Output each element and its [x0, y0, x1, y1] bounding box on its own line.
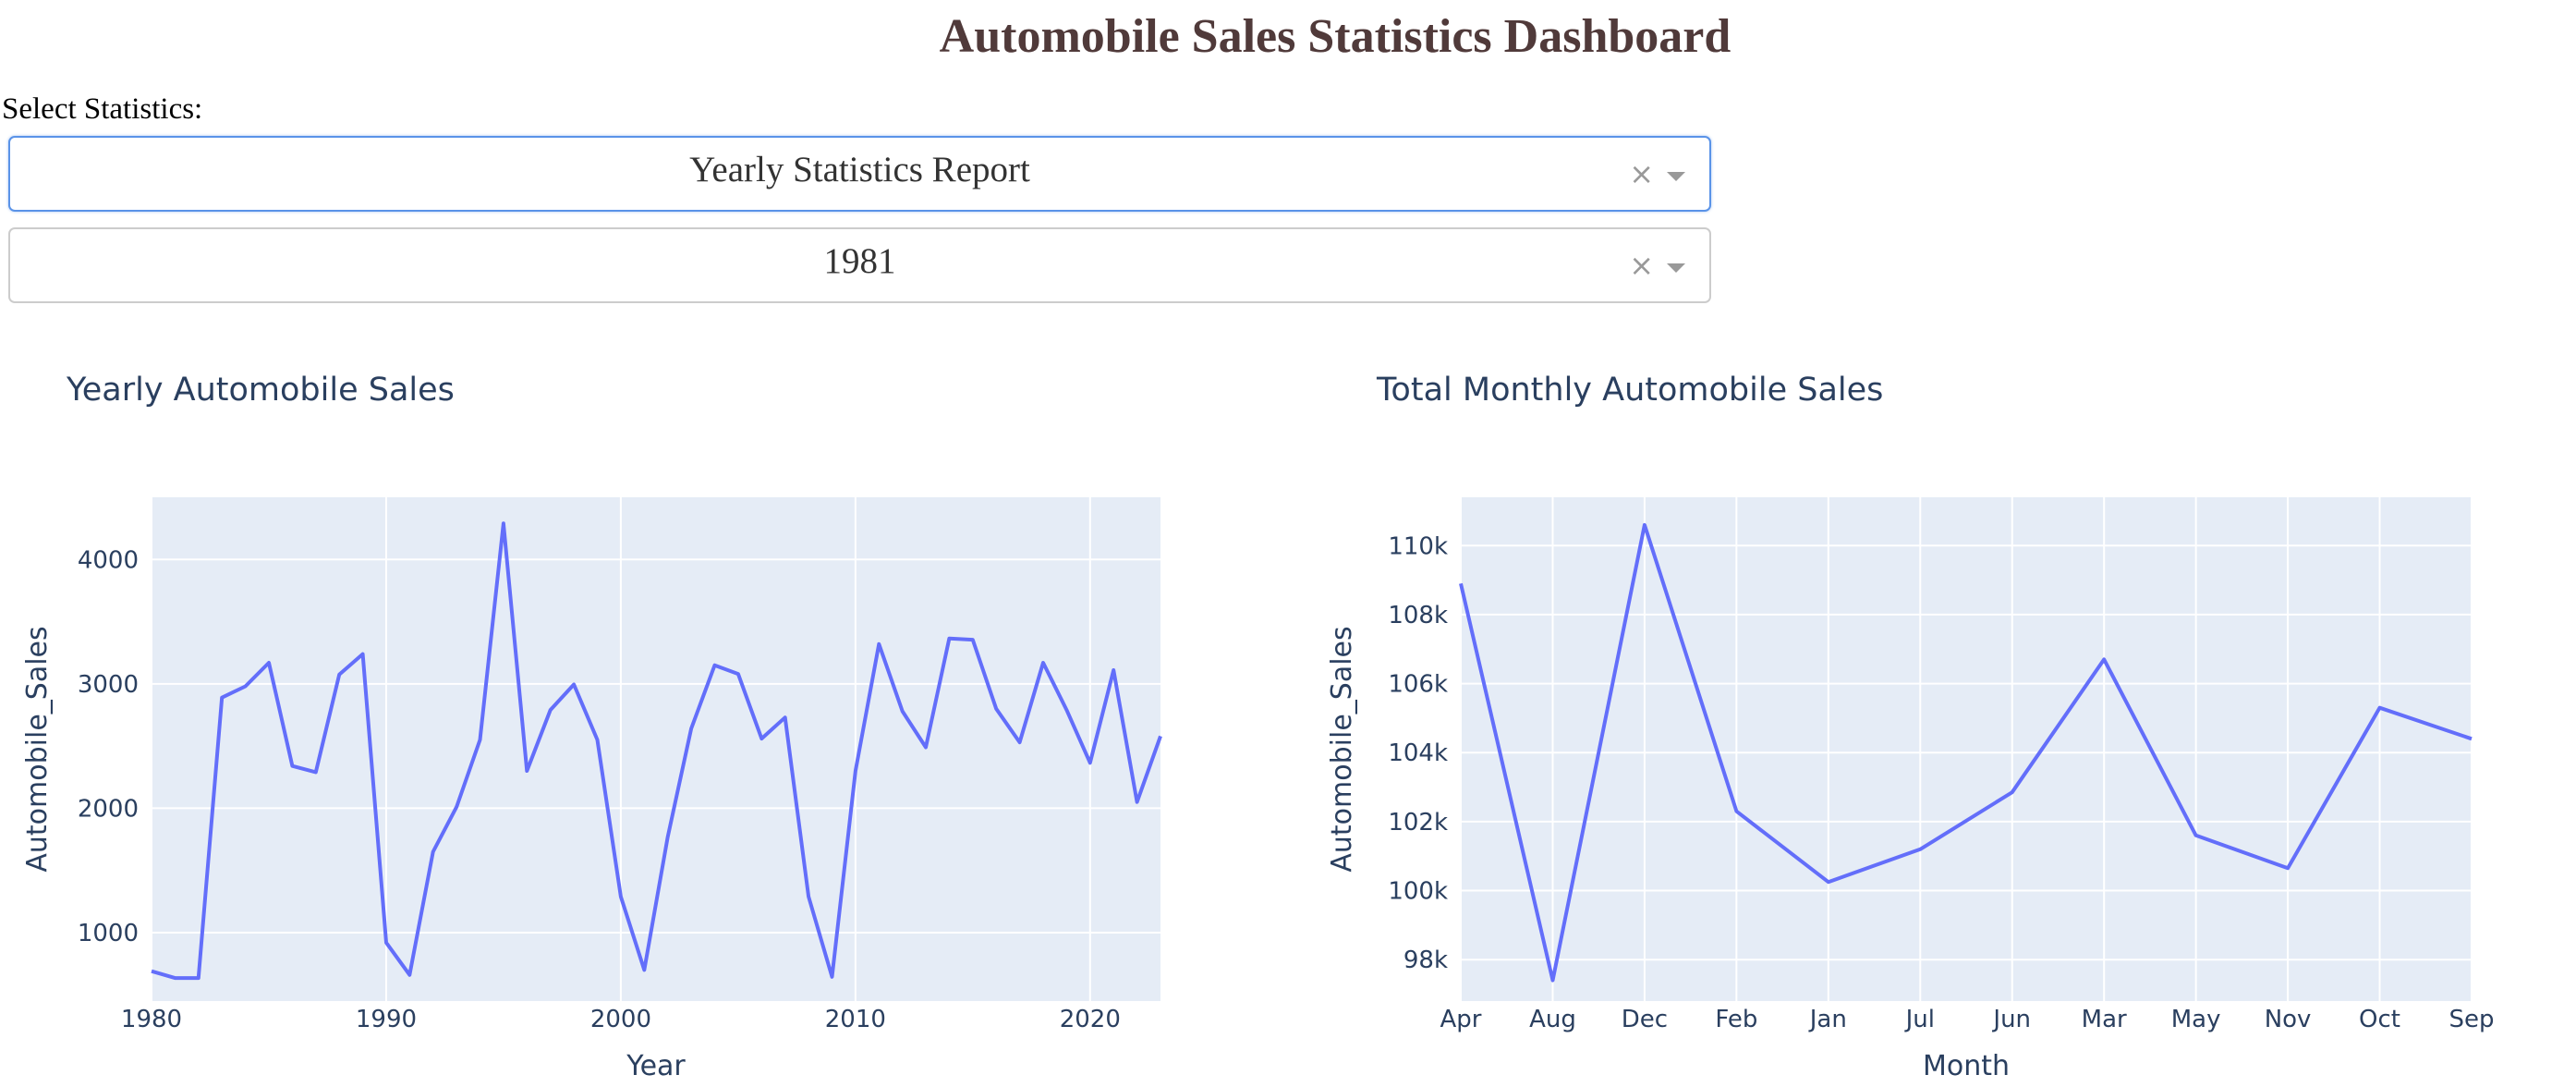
x-tick-label: Oct [2359, 1006, 2400, 1033]
x-tick-label: 1990 [356, 1006, 417, 1033]
x-tick-label: Mar [2082, 1006, 2127, 1033]
monthly-chart-title: Total Monthly Automobile Sales [1377, 372, 1884, 409]
series-line [151, 521, 1162, 981]
chevron-down-icon[interactable] [1667, 172, 1685, 181]
x-tick-label: Apr [1440, 1006, 1482, 1033]
y-tick-label: 108k [1388, 602, 1448, 629]
chevron-down-icon[interactable] [1667, 263, 1685, 273]
plot-background [152, 497, 1160, 1001]
y-tick-label: 98k [1403, 947, 1448, 974]
y-tick-label: 110k [1388, 532, 1448, 560]
yearly-sales-chart[interactable]: 1980 1990 2000 2010 2020 1000 2000 3000 4000 Year… [0, 462, 1229, 1087]
x-tick-label: Nov [2265, 1006, 2312, 1033]
x-tick-label: Jul [1904, 1006, 1935, 1033]
x-tick-label: 2020 [1060, 1006, 1121, 1033]
x-tick-label: May [2171, 1006, 2221, 1033]
year-value: 1981 [823, 241, 896, 281]
monthly-sales-chart[interactable]: Apr Aug Dec Feb Jan Jul Jun Mar May Nov Oct Sep 98k 1… [1294, 462, 2576, 1087]
y-tick-label: 104k [1388, 739, 1448, 767]
page-title: Automobile Sales Statistics Dashboard [939, 10, 1732, 63]
x-tick-label: 1980 [121, 1006, 182, 1033]
y-tick-label: 3000 [78, 671, 139, 699]
y-tick-label: 102k [1388, 809, 1448, 837]
y-tick-label: 100k [1388, 878, 1448, 906]
x-tick-label: 2010 [825, 1006, 886, 1033]
x-tick-label: Sep [2448, 1006, 2494, 1033]
plot-background [1461, 497, 2472, 1001]
y-tick-label: 2000 [78, 795, 139, 823]
x-axis-title: Year [626, 1050, 686, 1082]
x-tick-label: Dec [1622, 1006, 1668, 1033]
year-dropdown[interactable]: 1981 × [8, 227, 1711, 303]
statistics-type-dropdown[interactable]: Yearly Statistics Report × [8, 136, 1711, 212]
clear-icon[interactable]: × [1629, 248, 1654, 283]
x-tick-label: Jun [1991, 1006, 2031, 1033]
yearly-chart-title: Yearly Automobile Sales [67, 372, 455, 409]
x-tick-label: Feb [1715, 1006, 1757, 1033]
series-line [1459, 522, 2473, 983]
y-tick-label: 1000 [78, 920, 139, 947]
statistics-type-value: Yearly Statistics Report [689, 150, 1030, 189]
x-tick-label: Aug [1529, 1006, 1576, 1033]
y-tick-label: 4000 [78, 546, 139, 574]
x-tick-label: Jan [1808, 1006, 1847, 1033]
x-tick-label: 2000 [590, 1006, 651, 1033]
y-axis-title: Automobile_Sales [1326, 626, 1358, 872]
clear-icon[interactable]: × [1629, 156, 1654, 191]
y-tick-label: 106k [1388, 671, 1448, 699]
x-axis-title: Month [1923, 1050, 2010, 1082]
select-statistics-label: Select Statistics: [2, 92, 203, 126]
y-axis-title: Automobile_Sales [21, 626, 54, 872]
